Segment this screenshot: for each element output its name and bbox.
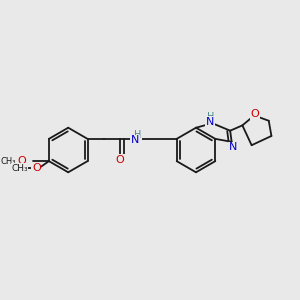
Text: H: H	[207, 112, 214, 122]
Text: CH₃: CH₃	[11, 164, 28, 173]
Text: H: H	[134, 130, 142, 140]
Text: O: O	[32, 163, 41, 173]
Text: O: O	[250, 109, 259, 119]
Text: O: O	[17, 156, 26, 166]
Text: N: N	[131, 135, 139, 145]
Text: N: N	[206, 117, 214, 127]
Text: N: N	[229, 142, 237, 152]
Text: O: O	[116, 155, 124, 165]
Text: CH₃: CH₃	[0, 157, 16, 166]
